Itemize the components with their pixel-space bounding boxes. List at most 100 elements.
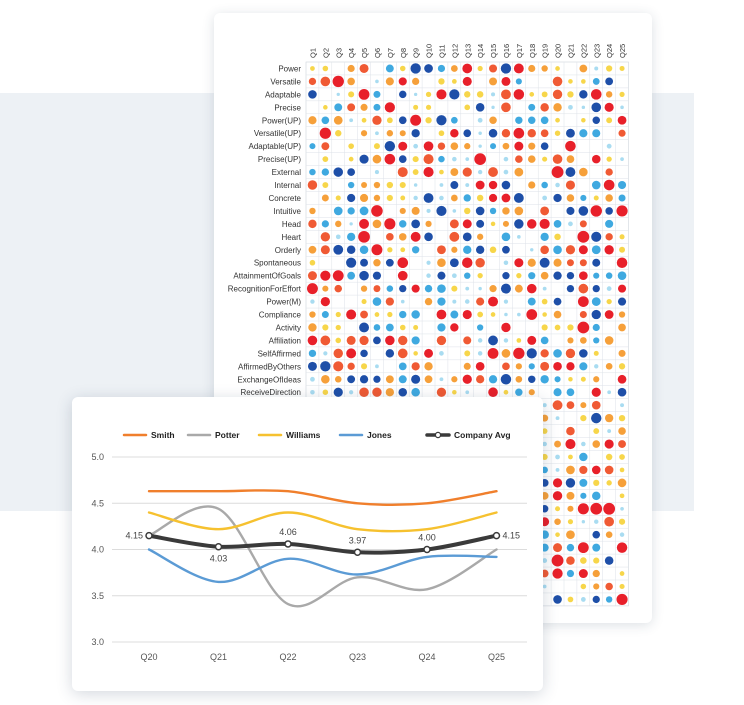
y-tick-label: 4.5 xyxy=(91,498,104,508)
heatmap-cell xyxy=(581,105,586,110)
heatmap-cell xyxy=(619,234,625,240)
heatmap-cell xyxy=(347,181,355,189)
heatmap-cell xyxy=(437,258,446,268)
heatmap-cell xyxy=(398,362,407,371)
heatmap-cell xyxy=(426,273,431,278)
heatmap-cell xyxy=(385,297,394,306)
heatmap-cell xyxy=(581,118,586,123)
heatmap-cell xyxy=(371,205,383,217)
heatmap-column-label: Q18 xyxy=(528,44,537,58)
heatmap-cell xyxy=(478,286,482,291)
heatmap-cell xyxy=(592,116,600,125)
heatmap-cell xyxy=(605,168,613,176)
heatmap-cell xyxy=(397,270,408,281)
heatmap-cell xyxy=(568,221,573,227)
heatmap-cell xyxy=(385,64,394,73)
heatmap-cell xyxy=(579,465,588,475)
heatmap-row-label: Versatile(UP) xyxy=(254,129,301,138)
heatmap-cell xyxy=(399,65,406,72)
heatmap-cell xyxy=(592,569,600,578)
heatmap-cell xyxy=(321,311,329,319)
heatmap-cell xyxy=(437,297,446,306)
heatmap-cell xyxy=(528,181,536,189)
heatmap-cell xyxy=(542,584,547,589)
heatmap-cell xyxy=(566,271,575,280)
heatmap-cell xyxy=(540,336,549,345)
heatmap-cell xyxy=(385,335,395,346)
heatmap-cell xyxy=(503,156,509,162)
heatmap-cell xyxy=(516,338,522,343)
heatmap-cell xyxy=(580,583,587,590)
heatmap-cell xyxy=(399,130,406,137)
heatmap-cell xyxy=(335,324,341,331)
heatmap-cell xyxy=(591,297,601,306)
heatmap-cell xyxy=(359,245,369,255)
heatmap-cell xyxy=(517,312,521,317)
heatmap-cell xyxy=(399,233,407,241)
legend-label: Potter xyxy=(215,430,240,440)
heatmap-cell xyxy=(566,362,575,371)
heatmap-cell xyxy=(361,117,367,123)
heatmap-cell xyxy=(581,79,586,84)
heatmap-cell xyxy=(620,105,624,110)
heatmap-cell xyxy=(566,556,575,565)
heatmap-cell xyxy=(580,402,587,409)
heatmap-cell xyxy=(566,530,575,540)
heatmap-cell xyxy=(514,206,524,216)
heatmap-cell xyxy=(567,91,574,98)
heatmap-cell xyxy=(489,207,497,215)
heatmap-cell xyxy=(527,258,536,267)
heatmap-cell xyxy=(580,557,587,564)
heatmap-cell xyxy=(359,270,369,281)
x-tick-label: Q24 xyxy=(418,652,435,662)
heatmap-cell xyxy=(359,375,369,384)
heatmap-cell xyxy=(565,348,576,359)
heatmap-cell xyxy=(322,182,329,188)
heatmap-cell xyxy=(425,117,432,124)
heatmap-row-label: Orderly xyxy=(275,246,301,255)
heatmap-cell xyxy=(579,90,588,99)
heatmap-cell xyxy=(593,428,600,435)
heatmap-column-label: Q25 xyxy=(618,44,627,58)
heatmap-cell xyxy=(373,375,381,383)
heatmap-cell xyxy=(398,77,407,86)
heatmap-cell xyxy=(411,219,421,229)
heatmap-cell xyxy=(540,206,550,216)
heatmap-cell xyxy=(618,518,626,525)
series-line xyxy=(147,511,498,533)
heatmap-cell xyxy=(411,206,420,215)
heatmap-cell xyxy=(411,129,420,138)
heatmap-cell xyxy=(580,194,587,202)
heatmap-cell xyxy=(413,195,418,201)
heatmap-cell xyxy=(360,349,368,358)
heatmap-cell xyxy=(513,63,524,74)
heatmap-cell xyxy=(527,155,536,163)
heatmap-cell xyxy=(349,222,353,226)
heatmap-cell xyxy=(385,388,394,397)
heatmap-cell xyxy=(619,65,625,72)
heatmap-cell xyxy=(594,66,599,71)
heatmap-cell xyxy=(439,195,444,201)
heatmap-cell xyxy=(360,310,368,319)
heatmap-cell xyxy=(425,220,432,227)
heatmap-cell xyxy=(464,104,471,111)
heatmap-cell xyxy=(503,389,509,395)
heatmap-cell xyxy=(477,117,483,123)
heatmap-cell xyxy=(606,117,613,124)
data-label: 4.06 xyxy=(279,527,297,537)
heatmap-cell xyxy=(554,233,561,241)
heatmap-cell xyxy=(591,102,602,113)
heatmap-cell xyxy=(616,542,628,553)
heatmap-cell xyxy=(386,181,394,189)
heatmap-cell xyxy=(320,232,331,242)
heatmap-cell xyxy=(568,377,573,382)
heatmap-cell xyxy=(386,117,393,124)
heatmap-cell xyxy=(349,118,354,123)
heatmap-cell xyxy=(567,505,574,512)
heatmap-cell xyxy=(553,245,562,255)
y-tick-label: 3.0 xyxy=(91,637,104,647)
legend-label: Williams xyxy=(286,430,321,440)
heatmap-cell xyxy=(592,323,600,332)
heatmap-cell xyxy=(502,362,510,371)
heatmap-cell xyxy=(592,440,601,448)
